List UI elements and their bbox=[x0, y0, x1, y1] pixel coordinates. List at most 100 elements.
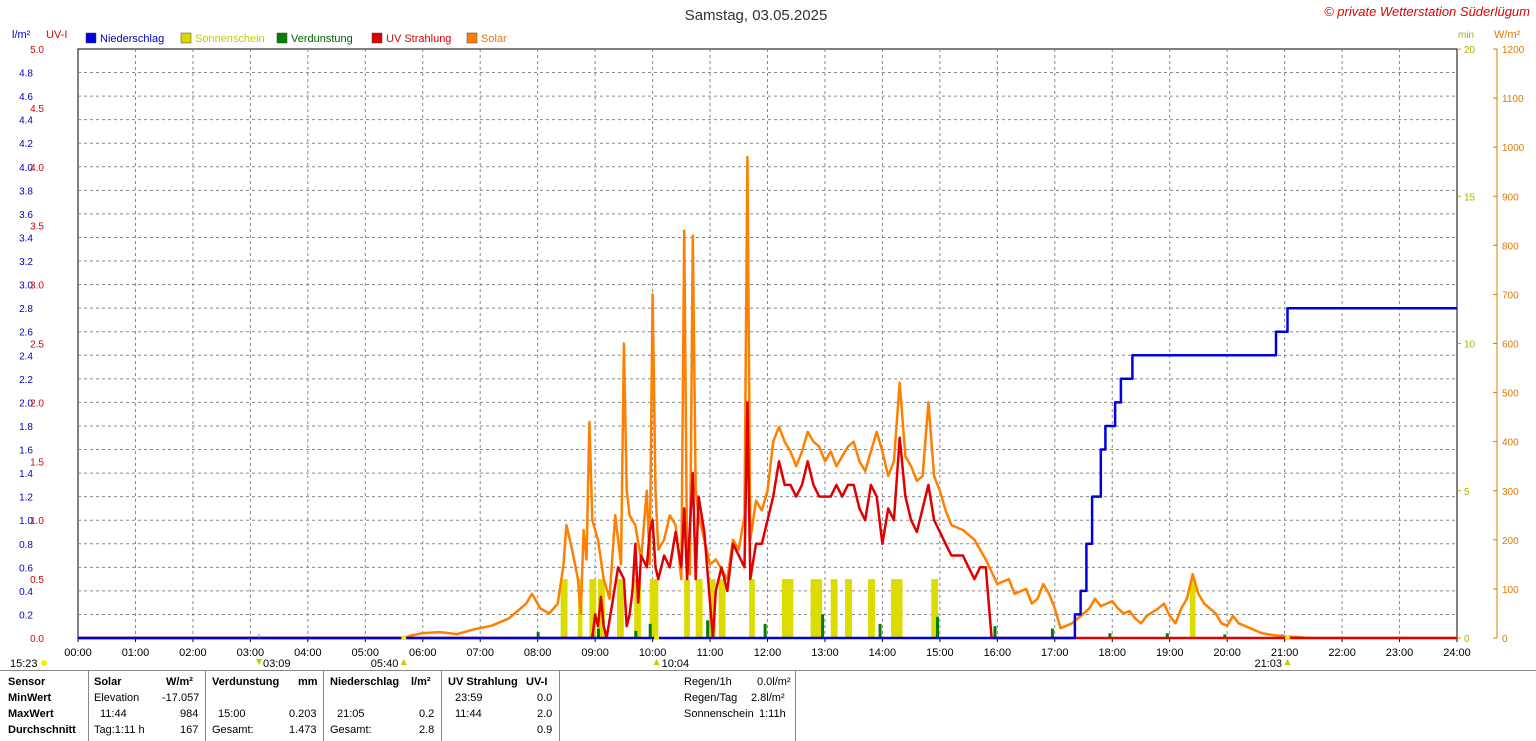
rain-axis-tick-label: 3.4 bbox=[19, 233, 33, 244]
uv-min-time: 23:59 bbox=[455, 692, 483, 704]
solar-axis-tick-label: 200 bbox=[1502, 536, 1519, 547]
uv-axis-tick-label: 0.5 bbox=[30, 575, 44, 586]
rain-axis-tick-label: 2.0 bbox=[19, 398, 33, 409]
x-axis-tick-label: 14:00 bbox=[869, 647, 897, 659]
x-axis-tick-label: 12:00 bbox=[754, 647, 782, 659]
solar-avg-time: Tag:1:11 h bbox=[94, 724, 145, 736]
solar-axis-tick-label: 900 bbox=[1502, 192, 1519, 203]
evaporation-bar bbox=[596, 628, 600, 638]
sunshine-bar bbox=[649, 579, 659, 638]
rain-axis-tick-label: 0.2 bbox=[19, 610, 33, 621]
rain-axis-tick-label: 4.6 bbox=[19, 92, 33, 103]
x-axis-tick-label: 03:00 bbox=[237, 647, 265, 659]
rain-axis-tick-label: 1.0 bbox=[19, 516, 33, 527]
sun-axis-tick-label: 15 bbox=[1464, 192, 1476, 203]
axis-unit-solar: W/m² bbox=[1494, 29, 1521, 41]
copyright-text: © private Wetterstation Süderlügum bbox=[1324, 4, 1530, 19]
legend-swatch bbox=[466, 32, 478, 44]
marker-label: 10:04 bbox=[662, 658, 690, 670]
niederschlag-avg-val: 2.8 bbox=[419, 724, 435, 736]
uv-unit: UV-I bbox=[526, 676, 548, 688]
evaporation-bar bbox=[763, 623, 767, 638]
legend-swatch bbox=[371, 32, 383, 44]
grid bbox=[77, 48, 1458, 639]
marker-label: 03:09 bbox=[263, 658, 291, 670]
evaporation-bar bbox=[1223, 634, 1227, 638]
rain-axis-tick-label: 0.6 bbox=[19, 563, 33, 574]
rain-axis-tick-label: 1.4 bbox=[19, 469, 33, 480]
sunshine-bar bbox=[781, 579, 794, 638]
marker-arrow-up bbox=[1284, 659, 1291, 665]
sunshine-bar bbox=[560, 579, 568, 638]
uv-max-val: 2.0 bbox=[537, 708, 553, 720]
solar-axis-tick-label: 0 bbox=[1502, 634, 1508, 645]
niederschlag-max-time: 21:05 bbox=[337, 708, 365, 720]
marker-dot bbox=[1284, 635, 1290, 641]
uv-avg-val: 0.9 bbox=[537, 724, 553, 736]
line-series bbox=[78, 155, 1457, 640]
regen1h-val: 0.0l/m² bbox=[757, 676, 791, 688]
niederschlag-unit: l/m² bbox=[411, 676, 431, 688]
sun-axis-tick-label: 5 bbox=[1464, 487, 1470, 498]
x-axis-tick-label: 20:00 bbox=[1213, 647, 1241, 659]
evaporation-bar bbox=[993, 626, 997, 638]
evaporation-bar bbox=[821, 614, 825, 638]
x-axis-tick-label: 05:00 bbox=[352, 647, 380, 659]
stats-label-sensor: Sensor bbox=[8, 676, 46, 688]
stats-col-divider bbox=[795, 670, 796, 741]
evaporation-bar bbox=[648, 623, 652, 638]
solar-axis-tick-label: 1200 bbox=[1502, 45, 1525, 56]
solar-min-time: Elevation bbox=[94, 692, 140, 704]
rain-axis-tick-label: 0.8 bbox=[19, 540, 33, 551]
evaporation-bar bbox=[1108, 633, 1112, 638]
stats-label-max: MaxWert bbox=[8, 708, 54, 720]
stats-col-divider bbox=[323, 670, 324, 741]
rain-axis-tick-label: 3.6 bbox=[19, 210, 33, 221]
solar-axis-tick-label: 1100 bbox=[1502, 94, 1524, 105]
stats-label-avg: Durchschnitt bbox=[8, 724, 76, 736]
x-axis-tick-label: 00:00 bbox=[64, 647, 92, 659]
x-axis-tick-label: 11:00 bbox=[697, 647, 724, 659]
regentag-val: 2.8l/m² bbox=[751, 692, 785, 704]
uv-axis-tick-label: 1.5 bbox=[30, 457, 44, 468]
x-axis-tick-label: 23:00 bbox=[1386, 647, 1414, 659]
rain-axis-tick-label: 4.0 bbox=[19, 163, 33, 174]
verdunstung-avg-val: 1.473 bbox=[289, 724, 317, 736]
stats-col-divider bbox=[559, 670, 560, 741]
solar-axis-tick-label: 100 bbox=[1502, 585, 1519, 596]
regentag-label: Regen/Tag bbox=[684, 692, 738, 704]
rain-axis-tick-label: 1.6 bbox=[19, 446, 33, 457]
evaporation-bar bbox=[878, 623, 882, 638]
x-axis-tick-label: 02:00 bbox=[179, 647, 207, 659]
rain-axis-tick-label: 4.8 bbox=[19, 69, 33, 80]
sunshine-bar bbox=[589, 579, 597, 638]
uv-axis-tick-label: 2.5 bbox=[30, 340, 44, 351]
rain-axis-tick-label: 2.6 bbox=[19, 328, 33, 339]
x-axis-tick-label: 10:00 bbox=[639, 647, 667, 659]
sunshine-bar bbox=[1189, 579, 1196, 638]
sunshine-bar bbox=[718, 579, 726, 638]
x-axis-tick-label: 06:00 bbox=[409, 647, 437, 659]
x-axis-tick-label: 13:00 bbox=[811, 647, 839, 659]
evaporation-bar bbox=[1050, 628, 1054, 638]
sunshine-bar bbox=[810, 579, 823, 638]
niederschlag-max-val: 0.2 bbox=[419, 708, 435, 720]
rain-axis-tick-label: 3.0 bbox=[19, 281, 33, 292]
verdunstung-unit: mm bbox=[298, 676, 318, 688]
legend-label: UV Strahlung bbox=[386, 33, 451, 45]
marker-dot bbox=[401, 635, 407, 641]
evaporation-bar bbox=[706, 620, 710, 638]
legend: Niederschlag Sonnenschein Verdunstung UV St… bbox=[85, 32, 507, 45]
sunshine-bar bbox=[868, 579, 875, 638]
sun-icon bbox=[41, 660, 47, 666]
legend-label: Niederschlag bbox=[100, 33, 164, 45]
rain-axis-tick-label: 3.2 bbox=[19, 257, 33, 268]
solar-max-val: 984 bbox=[180, 708, 199, 720]
sunshine-bar bbox=[749, 579, 755, 638]
solar-axis-tick-label: 300 bbox=[1502, 487, 1519, 498]
sunshine-bar bbox=[891, 579, 903, 638]
series-line-solar bbox=[78, 155, 1457, 640]
x-axis-tick-label: 17:00 bbox=[1041, 647, 1069, 659]
regen1h-label: Regen/1h bbox=[684, 676, 732, 688]
uv-min-val: 0.0 bbox=[537, 692, 553, 704]
